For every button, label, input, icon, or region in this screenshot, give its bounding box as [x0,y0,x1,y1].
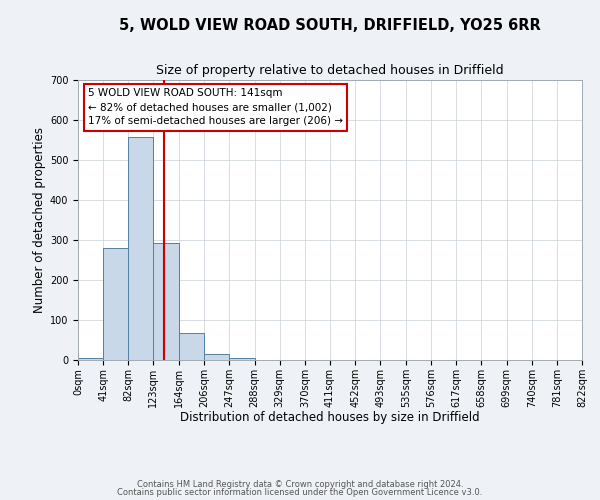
Bar [128,137,154,360]
Bar [78,358,103,360]
Bar [154,243,179,360]
Bar [179,333,205,360]
Bar [229,358,254,360]
Text: Contains public sector information licensed under the Open Government Licence v3: Contains public sector information licen… [118,488,482,497]
X-axis label: Distribution of detached houses by size in Driffield: Distribution of detached houses by size … [180,411,480,424]
Bar [205,354,229,360]
Text: 5 WOLD VIEW ROAD SOUTH: 141sqm
← 82% of detached houses are smaller (1,002)
17% : 5 WOLD VIEW ROAD SOUTH: 141sqm ← 82% of … [88,88,343,126]
Y-axis label: Number of detached properties: Number of detached properties [32,127,46,313]
Title: Size of property relative to detached houses in Driffield: Size of property relative to detached ho… [156,64,504,78]
Text: Contains HM Land Registry data © Crown copyright and database right 2024.: Contains HM Land Registry data © Crown c… [137,480,463,489]
Text: 5, WOLD VIEW ROAD SOUTH, DRIFFIELD, YO25 6RR: 5, WOLD VIEW ROAD SOUTH, DRIFFIELD, YO25… [119,18,541,32]
Bar [103,248,128,360]
